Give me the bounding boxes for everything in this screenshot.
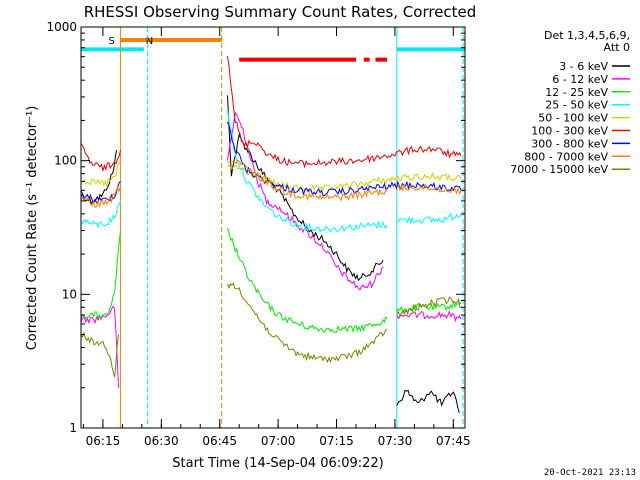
- series-line-4-seg-0: [80, 160, 121, 188]
- legend-entry-label-6: 300 - 800 keV: [531, 137, 608, 150]
- series-layer: [80, 56, 462, 413]
- series-line-8-seg-1: [227, 282, 388, 364]
- y-tick-label-3: 1000: [46, 20, 77, 34]
- legend-header-line-1: Det 1,3,4,5,6,9,: [544, 29, 630, 42]
- flag-label-n: N: [146, 36, 153, 47]
- x-tick-label-0: 06:15: [86, 434, 121, 448]
- series-line-8-seg-2: [396, 296, 462, 319]
- series-line-8-seg-0: [80, 331, 119, 378]
- series-line-0-seg-1: [227, 95, 384, 282]
- event-line-layer: [119, 27, 464, 428]
- render-timestamp: 20-Oct-2021 23:13: [544, 468, 636, 478]
- series-line-6-seg-0: [80, 181, 121, 204]
- series-line-3-seg-1: [227, 109, 388, 234]
- x-tick-label-6: 07:45: [436, 434, 471, 448]
- series-line-1-seg-0: [80, 305, 119, 388]
- plot-frame: [80, 26, 466, 429]
- series-line-2-seg-2: [396, 300, 462, 315]
- y-tick-label-1: 10: [62, 287, 77, 301]
- legend-entry-label-2: 12 - 25 keV: [545, 86, 608, 99]
- x-axis-label: Start Time (14-Sep-04 06:09:22): [172, 456, 383, 471]
- legend-entry-label-4: 50 - 100 keV: [538, 112, 608, 125]
- series-line-3-seg-2: [396, 212, 462, 225]
- series-line-7-seg-2: [396, 183, 462, 196]
- series-line-3-seg-0: [80, 200, 121, 229]
- y-tick-label-2: 100: [54, 154, 77, 168]
- x-tick-label-2: 06:45: [202, 434, 237, 448]
- series-line-5-seg-0: [80, 142, 121, 172]
- series-line-7-seg-1: [227, 159, 388, 202]
- legend-entry-label-0: 3 - 6 keV: [559, 60, 608, 73]
- series-line-0-seg-2: [396, 389, 460, 413]
- x-tick-label-5: 07:30: [378, 434, 413, 448]
- axes-layer: 06:15 06:30 06:45 07:00 07:15 07:30 07:45 1 10 10…: [46, 20, 470, 448]
- y-tick-label-0: 1: [69, 421, 77, 435]
- series-line-5-seg-1: [227, 56, 462, 169]
- chart-title: RHESSI Observing Summary Count Rates, Co…: [84, 3, 477, 21]
- legend-header-line-2: Att 0: [604, 41, 630, 54]
- series-line-1-seg-1: [227, 111, 384, 291]
- series-line-1-seg-2: [396, 310, 462, 323]
- series-line-2-seg-1: [227, 227, 388, 334]
- x-tick-label-4: 07:15: [319, 434, 354, 448]
- legend-entry-label-1: 6 - 12 keV: [552, 73, 608, 86]
- x-tick-label-3: 07:00: [261, 434, 296, 448]
- y-axis-label: Corrected Count Rate (s⁻¹ detector⁻¹): [25, 106, 40, 351]
- x-tick-label-1: 06:30: [144, 434, 179, 448]
- legend-entry-label-7: 800 - 7000 keV: [524, 150, 608, 163]
- series-line-2-seg-0: [80, 230, 121, 320]
- flag-label-s: S: [108, 36, 114, 47]
- legend-entry-label-5: 100 - 300 keV: [531, 125, 608, 138]
- legend-entry-label-8: 7000 - 15000 keV: [510, 163, 608, 176]
- series-line-4-seg-1: [227, 164, 462, 193]
- series-line-7-seg-0: [80, 185, 121, 209]
- legend-entry-label-3: 25 - 50 keV: [545, 99, 608, 112]
